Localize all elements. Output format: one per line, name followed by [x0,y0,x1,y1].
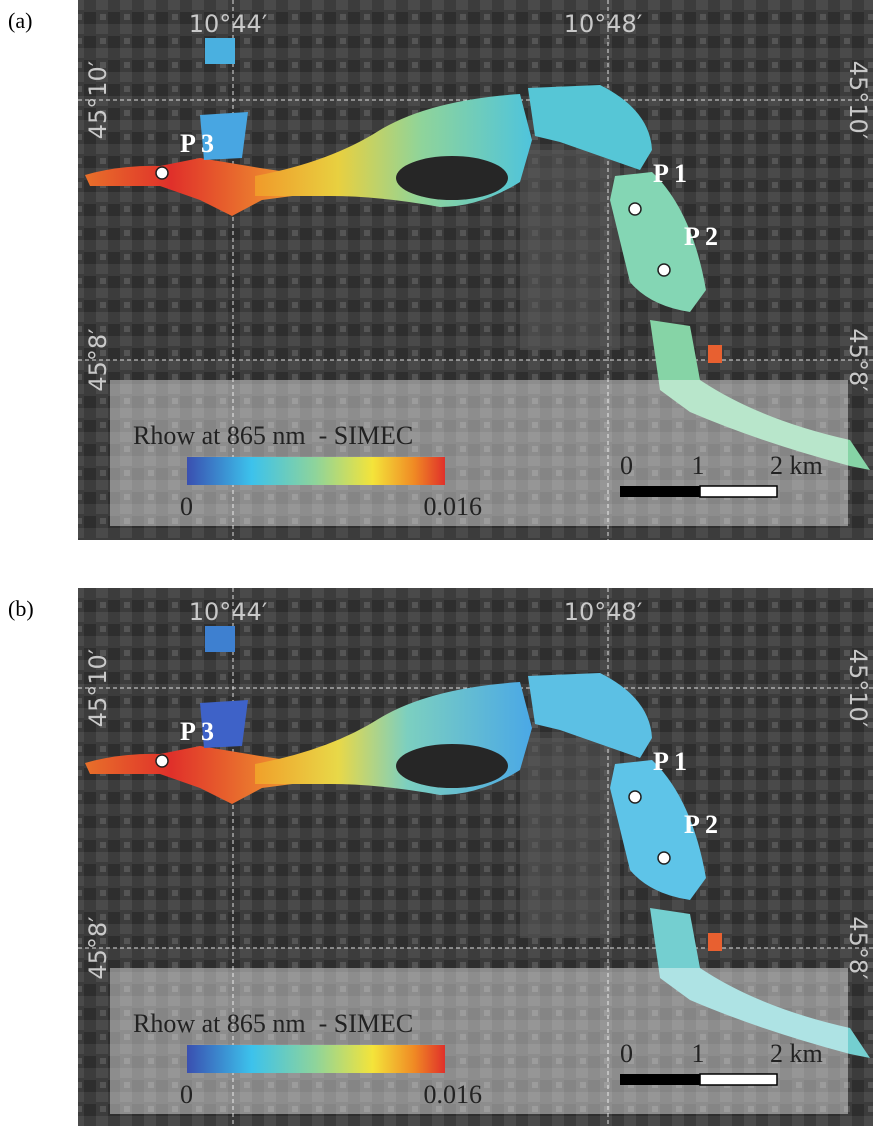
sample-label: P 2 [684,810,718,839]
latitude-label: 45°10′ [844,61,872,140]
legend-box [110,380,848,526]
colorbar-max: 0.016 [424,1080,483,1109]
water-small [205,626,235,652]
water-north [528,85,652,170]
island [396,744,508,788]
longitude-label: 10°44′ [189,598,268,626]
water-south [650,908,870,1058]
colorbar-max: 0.016 [424,492,483,521]
sample-point [657,263,671,277]
sample-label: P 3 [180,129,214,158]
water-north [528,673,652,758]
longitude-label: 10°44′ [189,10,268,38]
satellite-background [78,588,873,1126]
water-p3 [200,700,248,748]
latitude-label: 45°8′ [84,328,112,391]
scale-label: 1 [692,451,705,480]
latitude-label: 45°8′ [84,916,112,979]
colorbar-min: 0 [180,492,193,521]
latitude-label: 45°10′ [84,649,112,728]
colorbar-min: 0 [180,1080,193,1109]
latitude-label: 45°10′ [844,649,872,728]
longitude-label: 10°48′ [564,598,643,626]
sample-point [155,754,169,768]
water-spot [708,345,722,363]
urban-area [520,738,620,938]
latitude-label: 45°10′ [84,61,112,140]
sample-point [628,790,642,804]
sample-label: P 1 [653,159,687,188]
satellite-background [78,0,873,540]
panel-tag: (b) [8,596,34,621]
latitude-label: 45°8′ [844,916,872,979]
water-west [85,746,300,804]
sample-point [657,851,671,865]
colorbar [187,1045,445,1073]
legend-box [110,968,848,1114]
sample-label: P 2 [684,222,718,251]
scale-bar-black [620,486,700,497]
scale-label: 2 km [770,1039,823,1068]
map-panel: 10°44′ 10°48′ 45°10′ 45°10′ 45°8′ 45°8′ P 3 P 1… [78,0,873,540]
scale-label: 0 [620,451,633,480]
latitude-label: 45°8′ [844,328,872,391]
water-spot [708,933,722,951]
longitude-label: 10°48′ [564,10,643,38]
legend-title: Rhow at 865 nm - SIMEC [133,1009,413,1038]
legend-title: Rhow at 865 nm - SIMEC [133,421,413,450]
sample-label: P 3 [180,717,214,746]
sample-point [155,166,169,180]
map-panel: 10°44′ 10°48′ 45°10′ 45°10′ 45°8′ 45°8′ P 3 P 1… [78,588,873,1126]
scale-label: 0 [620,1039,633,1068]
colorbar [187,457,445,485]
scale-bar-black [620,1074,700,1085]
sample-label: P 1 [653,747,687,776]
island [396,156,508,200]
panel-tag: (a) [8,8,32,33]
scale-bar-white [699,1073,778,1086]
water-west [85,158,300,216]
water-p3 [200,112,248,160]
scale-label: 2 km [770,451,823,480]
scale-bar-white [699,485,778,498]
scale-label: 1 [692,1039,705,1068]
urban-area [520,150,620,350]
water-south [650,320,870,470]
water-small [205,38,235,64]
sample-point [628,202,642,216]
